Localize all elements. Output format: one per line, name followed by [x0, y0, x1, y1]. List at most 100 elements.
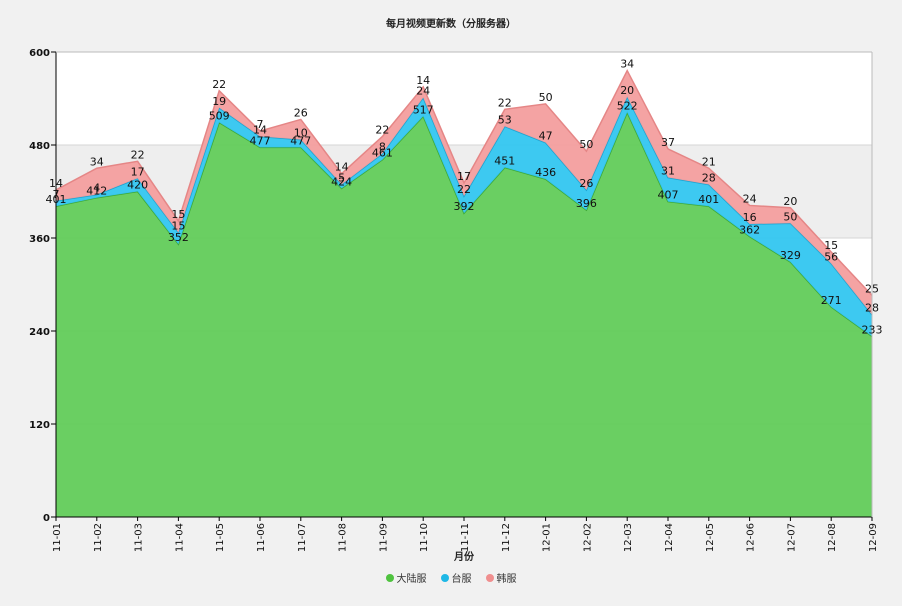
data-label-1: 24	[416, 85, 430, 98]
data-label-0: 522	[617, 99, 638, 112]
chart-title: 每月视频更新数（分服务器）	[386, 17, 516, 30]
x-tick-label: 11-04	[174, 523, 185, 552]
data-label-2: 34	[620, 58, 634, 71]
legend-marker-mainland	[385, 573, 394, 582]
data-label-2: 26	[294, 106, 308, 119]
data-label-0: 329	[780, 249, 801, 262]
data-label-2: 50	[579, 138, 593, 151]
x-tick-label: 12-04	[664, 523, 675, 552]
data-label-0: 352	[168, 231, 189, 244]
data-label-1: 4	[93, 182, 100, 195]
data-label-1: 16	[743, 211, 757, 224]
legend-label-korea: 韩服	[496, 574, 517, 585]
x-tick-label: 11-12	[501, 523, 512, 552]
data-label-2: 20	[783, 195, 797, 208]
data-label-1: 28	[865, 302, 879, 315]
data-label-1: 14	[253, 123, 267, 136]
data-label-0: 412	[86, 185, 107, 198]
data-label-1: 10	[294, 127, 308, 140]
data-label-2: 15	[171, 208, 185, 221]
data-label-0: 396	[576, 197, 597, 210]
x-tick-label: 12-02	[582, 523, 593, 552]
data-label-1: 28	[702, 172, 716, 185]
data-label-0: 451	[494, 154, 515, 167]
data-label-2: 37	[661, 136, 675, 149]
data-label-0: 477	[290, 134, 311, 147]
data-label-0: 407	[658, 189, 679, 202]
data-label-1: 53	[498, 113, 512, 126]
y-tick-label: 480	[29, 141, 50, 152]
data-label-2: 14	[49, 177, 63, 190]
area-line-2	[55, 68, 873, 296]
y-tick-label: 600	[29, 48, 50, 59]
data-label-2: 34	[90, 155, 104, 168]
data-label-1: 26	[579, 177, 593, 190]
data-label-1: 8	[379, 141, 386, 154]
data-label-2: 22	[131, 148, 145, 161]
x-tick-label: 11-10	[419, 523, 430, 552]
x-tick-label: 12-05	[705, 523, 716, 552]
y-tick-label: 0	[43, 513, 50, 524]
data-label-0: 424	[331, 175, 352, 188]
data-label-2: 14	[335, 161, 349, 174]
x-tick-label: 11-02	[93, 523, 104, 552]
data-label-0: 509	[209, 110, 230, 123]
data-label-0: 420	[127, 179, 148, 192]
data-label-2: 50	[539, 91, 553, 104]
data-label-1: 15	[171, 220, 185, 233]
axis-layer: 0 120 240 360 480 600 11-01 11-02 11-03 11-04 11-0…	[29, 48, 879, 552]
legend: 大陆服 台服 韩服	[0, 570, 902, 585]
legend-marker-korea	[485, 573, 494, 582]
data-label-2: 22	[498, 96, 512, 109]
data-label-2: 22	[375, 123, 389, 136]
legend-item-mainland[interactable]: 大陆服	[385, 570, 427, 585]
y-tick-label: 120	[29, 420, 50, 431]
x-tick-label: 12-03	[623, 523, 634, 552]
y-tick-label: 240	[29, 327, 50, 338]
data-label-1: 20	[620, 84, 634, 97]
x-axis-title: 月份	[453, 550, 475, 563]
data-label-2: 15	[824, 239, 838, 252]
grid-band	[56, 52, 872, 145]
legend-label-taiwan: 台服	[451, 574, 472, 585]
data-label-2: 17	[457, 170, 471, 183]
data-label-1: 31	[661, 165, 675, 178]
data-label-1: 56	[824, 251, 838, 264]
data-label-1: 17	[131, 165, 145, 178]
data-label-0: 233	[862, 323, 883, 336]
area-series-0	[56, 112, 872, 517]
data-label-0: 477	[250, 134, 271, 147]
data-label-1: 7	[53, 188, 60, 201]
data-label-1: 5	[338, 172, 345, 185]
data-label-0: 517	[413, 103, 434, 116]
data-label-2: 22	[212, 78, 226, 91]
data-label-1: 19	[212, 95, 226, 108]
data-label-2: 21	[702, 155, 716, 168]
legend-item-korea[interactable]: 韩服	[485, 570, 517, 585]
data-label-0: 401	[46, 193, 67, 206]
y-tick-label: 360	[29, 234, 50, 245]
data-label-2: 14	[416, 74, 430, 87]
x-tick-label: 12-07	[786, 523, 797, 552]
data-label-0: 401	[698, 193, 719, 206]
legend-label-mainland: 大陆服	[396, 574, 427, 585]
x-tick-label: 11-01	[52, 523, 63, 552]
x-tick-label: 11-09	[378, 523, 389, 552]
area-layer	[55, 68, 873, 517]
data-label-0: 392	[454, 200, 475, 213]
data-label-0: 271	[821, 294, 842, 307]
x-tick-label: 12-08	[827, 523, 838, 552]
x-tick-label: 11-06	[256, 523, 267, 552]
legend-item-taiwan[interactable]: 台服	[440, 570, 472, 585]
x-tick-label: 12-01	[542, 523, 553, 552]
legend-marker-taiwan	[440, 573, 449, 582]
x-tick-label: 11-08	[338, 523, 349, 552]
data-label-2: 7	[257, 118, 264, 131]
x-tick-label: 12-09	[868, 523, 879, 552]
data-label-2: 25	[865, 282, 879, 295]
data-label-0: 461	[372, 147, 393, 160]
data-label-1: 50	[783, 210, 797, 223]
data-label-1: 47	[539, 130, 553, 143]
